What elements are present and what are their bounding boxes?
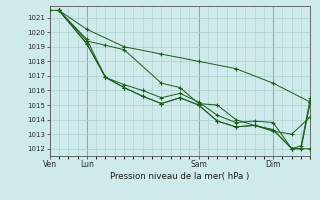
X-axis label: Pression niveau de la mer( hPa ): Pression niveau de la mer( hPa ) [110, 172, 250, 181]
